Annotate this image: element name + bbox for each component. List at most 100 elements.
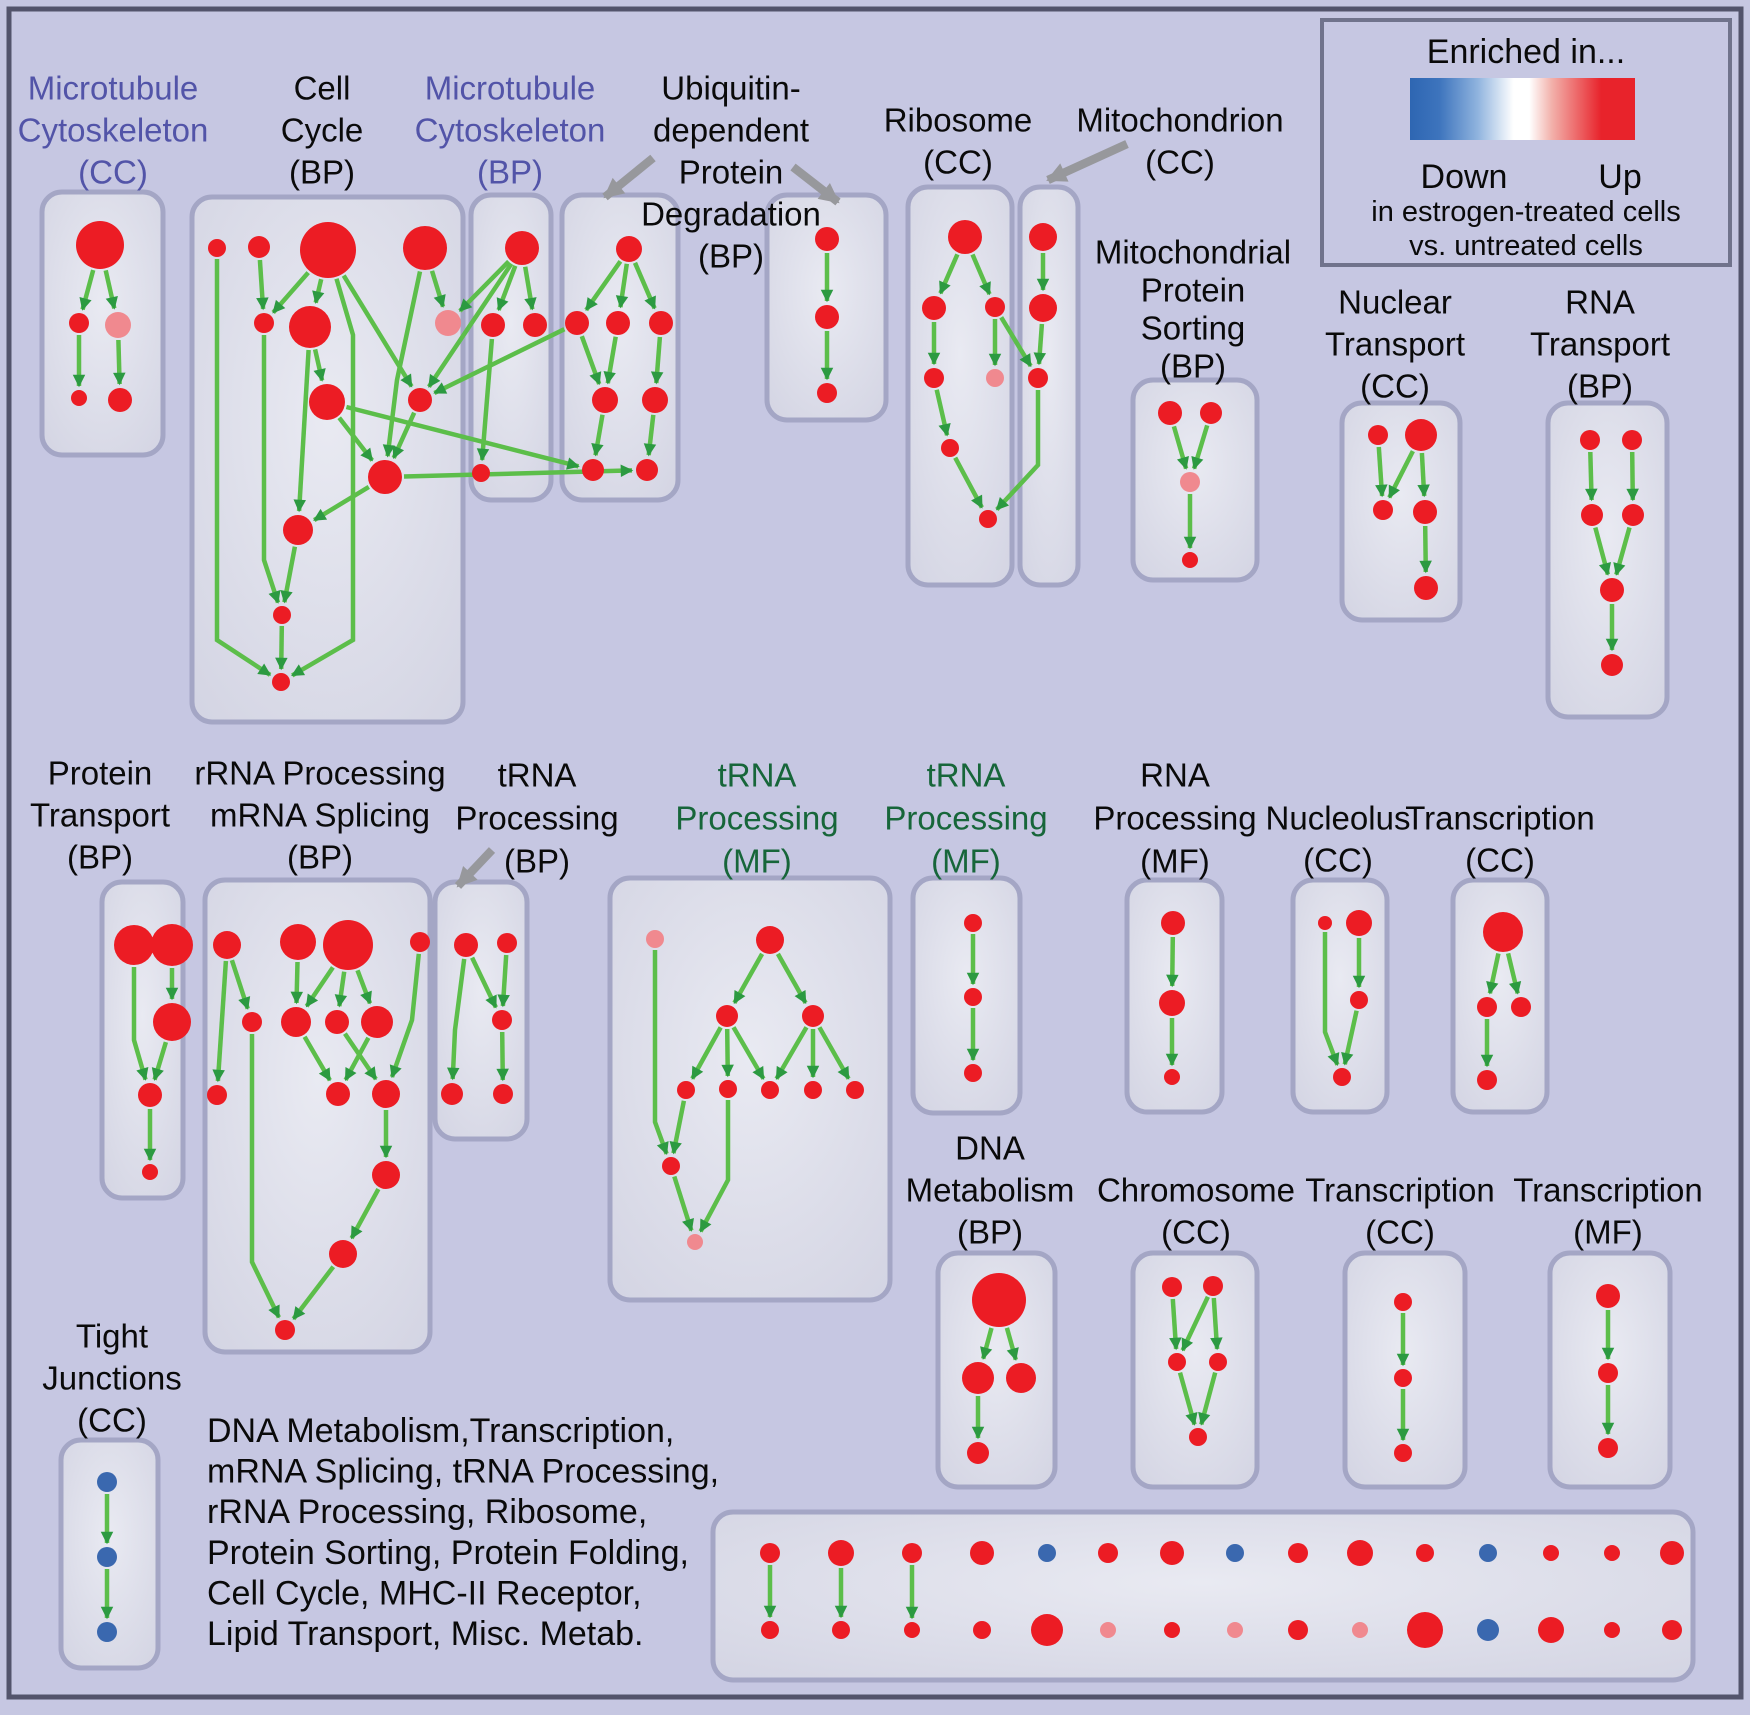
go-term-node-protein-transport-bp [114, 925, 154, 965]
go-term-node-rna-processing-mf [1164, 1069, 1180, 1085]
go-term-node-transcription-mf [1596, 1284, 1620, 1308]
go-term-node-transcription-cc-lower [1394, 1369, 1412, 1387]
edge-trna-processing-mf-large [817, 1026, 851, 1080]
edge-rna-transport-bp [1585, 451, 1598, 502]
edge-cell-cycle-bp [214, 259, 272, 677]
cluster-label-cell-cycle-bp: (BP) [289, 154, 355, 191]
go-term-node-ubiquitin-dependent-protein-degradation-bp [649, 311, 673, 335]
go-term-node-trna-processing-mf-small [964, 988, 982, 1006]
legend-title: Enriched in... [1427, 33, 1625, 71]
edge-rrna-processing-mrna-splicing-bp [349, 1188, 381, 1240]
go-term-node-rna-transport-bp [1600, 578, 1624, 602]
cluster-label-trna-processing-mf-large: tRNA [718, 757, 797, 794]
legend-gradient-bar [1410, 78, 1635, 140]
edge-trna-processing-bp [446, 958, 467, 1081]
edge-microtubule-cytoskeleton-bp [496, 265, 518, 312]
edge-trna-processing-mf-large [690, 1026, 723, 1080]
go-term-node-tight-junctions-cc [97, 1472, 117, 1492]
edge-trna-processing-mf-large [774, 1026, 809, 1080]
go-term-node-mitochondrion-cc [1029, 223, 1057, 251]
cluster-label-rna-processing-mf: RNA [1140, 757, 1210, 794]
edge-mitochondrial-protein-sorting-bp [1171, 425, 1189, 470]
go-term-node-band-top [902, 1543, 922, 1563]
edge-protein-transport-bp [151, 1041, 169, 1081]
legend-caption-line1: in estrogen-treated cells [1371, 196, 1681, 228]
cross-edge [345, 404, 580, 470]
go-term-node-ribosome-cc [924, 368, 944, 388]
go-term-node-rrna-processing-mrna-splicing-bp [329, 1240, 357, 1268]
edge-nuclear-transport-cc [1387, 450, 1415, 499]
go-term-node-rrna-processing-mrna-splicing-bp [361, 1006, 393, 1038]
go-term-node-rna-transport-bp [1581, 504, 1603, 526]
cluster-label-protein-transport-bp: Transport [30, 797, 170, 834]
go-term-node-protein-transport-bp [151, 924, 193, 966]
go-term-node-ubiquitin-dependent-protein-degradation-bp [616, 236, 642, 262]
legend-down-label: Down [1421, 158, 1508, 196]
edge-microtubule-cytoskeleton-cc [113, 339, 126, 386]
go-term-node-rna-processing-mf [1161, 911, 1185, 935]
go-term-node-nuclear-transport-cc [1414, 576, 1438, 600]
edge-ubiquitin-dependent-protein-degradation-bp [584, 260, 623, 312]
cluster-label-microtubule-cytoskeleton-bp: Cytoskeleton [415, 112, 606, 149]
cross-edge [458, 259, 511, 313]
cluster-label-rrna-processing-mrna-splicing-bp: mRNA Splicing [210, 797, 430, 834]
go-term-node-band-bottom [1662, 1620, 1682, 1640]
cluster-label-trna-processing-bp: tRNA [498, 757, 577, 794]
edge-rrna-processing-mrna-splicing-bp [389, 953, 422, 1079]
go-term-node-band-bottom [1352, 1622, 1368, 1638]
go-term-node-band-bottom [904, 1622, 920, 1638]
go-term-node-microtubule-cytoskeleton-cc [105, 312, 131, 338]
go-term-node-rna-transport-bp [1601, 654, 1623, 676]
go-term-node-mitochondrial-protein-sorting-bp [1200, 402, 1222, 424]
edge-nuclear-transport-cc [1419, 525, 1432, 574]
cluster-label-rna-transport-bp: RNA [1565, 284, 1635, 321]
edge-nuclear-transport-cc [1417, 452, 1430, 498]
go-term-node-band-bottom [1604, 1622, 1620, 1638]
go-term-node-band-top [1604, 1545, 1620, 1561]
go-term-node-rrna-processing-mrna-splicing-bp [213, 931, 241, 959]
cluster-label-rrna-processing-mrna-splicing-bp: (BP) [287, 839, 353, 876]
go-term-node-mitochondrial-protein-sorting-bp [1180, 472, 1200, 492]
go-term-node-band-bottom [1407, 1612, 1443, 1648]
go-term-node-mitochondrion-cc [1028, 368, 1048, 388]
cluster-box-transcription-cc-upper [1450, 877, 1550, 1115]
go-term-node-nucleolus-cc [1346, 910, 1372, 936]
cluster-box-microtubule-cytoskeleton-cc [39, 189, 166, 458]
go-term-node-trna-processing-mf-large [662, 1157, 680, 1175]
go-term-node-chromosome-cc [1162, 1277, 1182, 1297]
label-pointer-arrow-icon [602, 154, 656, 201]
edge-transcription-cc-upper [1505, 952, 1522, 995]
cluster-label-dna-metabolism-bp: Metabolism [906, 1172, 1075, 1209]
go-term-node-band-top [1479, 1544, 1497, 1562]
edge-chromosome-cc [1210, 1297, 1223, 1351]
go-term-node-mitochondrial-protein-sorting-bp [1182, 552, 1198, 568]
cluster-label-rna-processing-mf: (MF) [1140, 843, 1210, 880]
edge-cell-cycle-bp [313, 484, 370, 523]
go-term-node-band-top [1098, 1543, 1118, 1563]
cluster-label-trna-processing-mf-large: Processing [675, 800, 838, 837]
cluster-label-trna-processing-mf-small: Processing [884, 800, 1047, 837]
go-term-node-nuclear-transport-cc [1368, 425, 1388, 445]
go-term-node-band-top [1288, 1543, 1308, 1563]
go-term-node-ubiquitin-dependent-protein-degradation-bp [817, 383, 837, 403]
go-term-node-transcription-cc-upper [1477, 1070, 1497, 1090]
cluster-label-ubiquitin-dependent-protein-degradation-bp: Degradation [641, 196, 821, 233]
edge-rrna-processing-mrna-splicing-bp [229, 959, 251, 1010]
go-term-node-trna-processing-mf-large [646, 930, 664, 948]
edge-trna-processing-mf-large [698, 1100, 731, 1233]
go-term-node-rrna-processing-mrna-splicing-bp [372, 1161, 400, 1189]
go-term-node-ubiquitin-dependent-protein-degradation-bp [592, 387, 618, 413]
cluster-label-dna-metabolism-bp: DNA [955, 1130, 1025, 1167]
go-term-node-band-top [970, 1541, 994, 1565]
go-term-node-cell-cycle-bp [408, 388, 432, 412]
go-term-node-nuclear-transport-cc [1373, 500, 1393, 520]
edge-ubiquitin-dependent-protein-degradation-bp [632, 261, 657, 310]
go-term-node-band-bottom [1477, 1619, 1499, 1641]
cluster-box-nuclear-transport-cc [1339, 400, 1463, 623]
go-term-node-protein-transport-bp [153, 1003, 191, 1041]
cluster-label-transcription-mf: (MF) [1573, 1214, 1643, 1251]
go-term-node-dna-metabolism-bp [967, 1442, 989, 1464]
go-term-node-trna-processing-mf-small [964, 1064, 982, 1082]
go-term-node-trna-processing-mf-large [756, 926, 784, 954]
edge-cell-cycle-bp [312, 348, 326, 382]
